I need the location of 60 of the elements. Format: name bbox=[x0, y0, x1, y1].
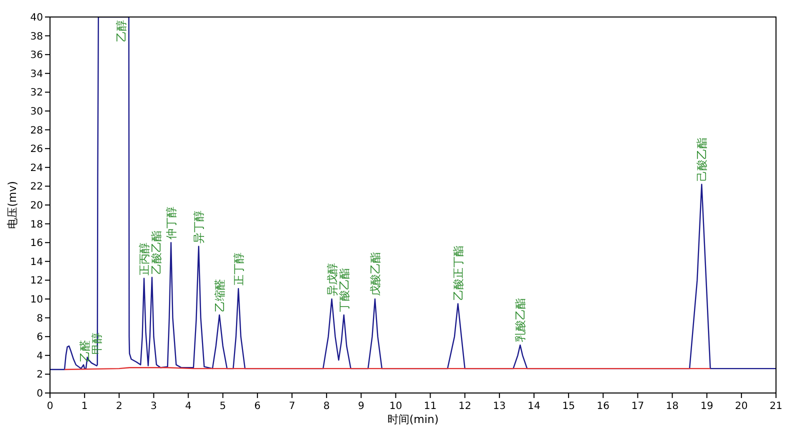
y-tick-label: 36 bbox=[30, 50, 43, 62]
annotation: 丁酸乙酯 bbox=[338, 268, 351, 312]
x-tick-label: 13 bbox=[493, 401, 506, 412]
annotation: 乳酸乙酯 bbox=[514, 298, 528, 342]
x-tick-label: 1 bbox=[81, 401, 88, 412]
annotation: 己酸乙酯 bbox=[696, 137, 709, 182]
y-tick-label: 6 bbox=[36, 332, 43, 344]
annotation: 异丁醇 bbox=[192, 210, 206, 244]
y-axis-title: 电压(mv) bbox=[6, 181, 19, 229]
y-tick-label: 24 bbox=[30, 162, 43, 174]
y-tick-label: 38 bbox=[30, 31, 43, 42]
annotation: 正丙醇 bbox=[138, 242, 152, 276]
x-tick-label: 4 bbox=[185, 401, 192, 412]
annotation: 甲醇 bbox=[90, 332, 104, 354]
y-tick-label: 10 bbox=[30, 294, 43, 306]
y-tick-label: 0 bbox=[36, 388, 43, 400]
annotation: 异戊醇 bbox=[326, 263, 339, 296]
y-tick-label: 34 bbox=[30, 68, 43, 80]
x-tick-label: 7 bbox=[288, 401, 296, 412]
annotation: 乙缩醛 bbox=[213, 278, 226, 312]
annotation: 戊酸乙酯 bbox=[368, 252, 382, 296]
x-tick-label: 9 bbox=[358, 401, 364, 412]
y-tick-label: 16 bbox=[30, 238, 43, 250]
annotation: 乙醛 bbox=[78, 340, 92, 362]
x-tick-label: 16 bbox=[596, 401, 610, 412]
annotation: 正丁醇 bbox=[232, 252, 246, 286]
y-tick-label: 12 bbox=[30, 276, 43, 287]
x-tick-label: 3 bbox=[150, 401, 157, 412]
x-tick-label: 17 bbox=[631, 401, 644, 412]
x-tick-label: 0 bbox=[46, 401, 54, 412]
x-tick-label: 19 bbox=[700, 401, 714, 412]
annotation: 仲丁醇 bbox=[165, 206, 178, 240]
x-tick-label: 8 bbox=[323, 401, 330, 412]
x-tick-label: 20 bbox=[735, 401, 748, 412]
x-tick-label: 6 bbox=[254, 401, 261, 412]
x-tick-label: 15 bbox=[562, 401, 575, 412]
x-tick-label: 12 bbox=[458, 401, 472, 412]
y-tick-label: 22 bbox=[30, 182, 43, 193]
y-tick-label: 30 bbox=[30, 106, 43, 118]
y-tick-label: 28 bbox=[30, 125, 43, 136]
y-tick-label: 20 bbox=[30, 200, 43, 212]
y-tick-label: 4 bbox=[36, 350, 43, 362]
y-tick-label: 32 bbox=[30, 88, 43, 99]
annotation: 乙酸乙酯 bbox=[150, 230, 164, 274]
x-axis-title: 时间(min) bbox=[387, 413, 439, 426]
y-tick-label: 18 bbox=[30, 219, 43, 230]
y-tick-label: 8 bbox=[36, 313, 43, 324]
y-tick-label: 2 bbox=[36, 370, 43, 381]
x-tick-label: 18 bbox=[666, 401, 679, 412]
y-tick-label: 40 bbox=[30, 12, 43, 24]
y-tick-label: 14 bbox=[30, 256, 43, 268]
x-tick-label: 21 bbox=[770, 401, 782, 412]
x-tick-label: 11 bbox=[424, 401, 437, 412]
x-tick-label: 5 bbox=[220, 401, 226, 412]
x-tick-label: 10 bbox=[389, 401, 402, 412]
x-tick-label: 2 bbox=[116, 401, 122, 412]
annotation: 乙醇 bbox=[114, 20, 128, 42]
y-tick-label: 26 bbox=[30, 144, 43, 156]
annotation: 乙酸正丁酯 bbox=[452, 246, 465, 301]
x-tick-label: 14 bbox=[528, 401, 540, 412]
